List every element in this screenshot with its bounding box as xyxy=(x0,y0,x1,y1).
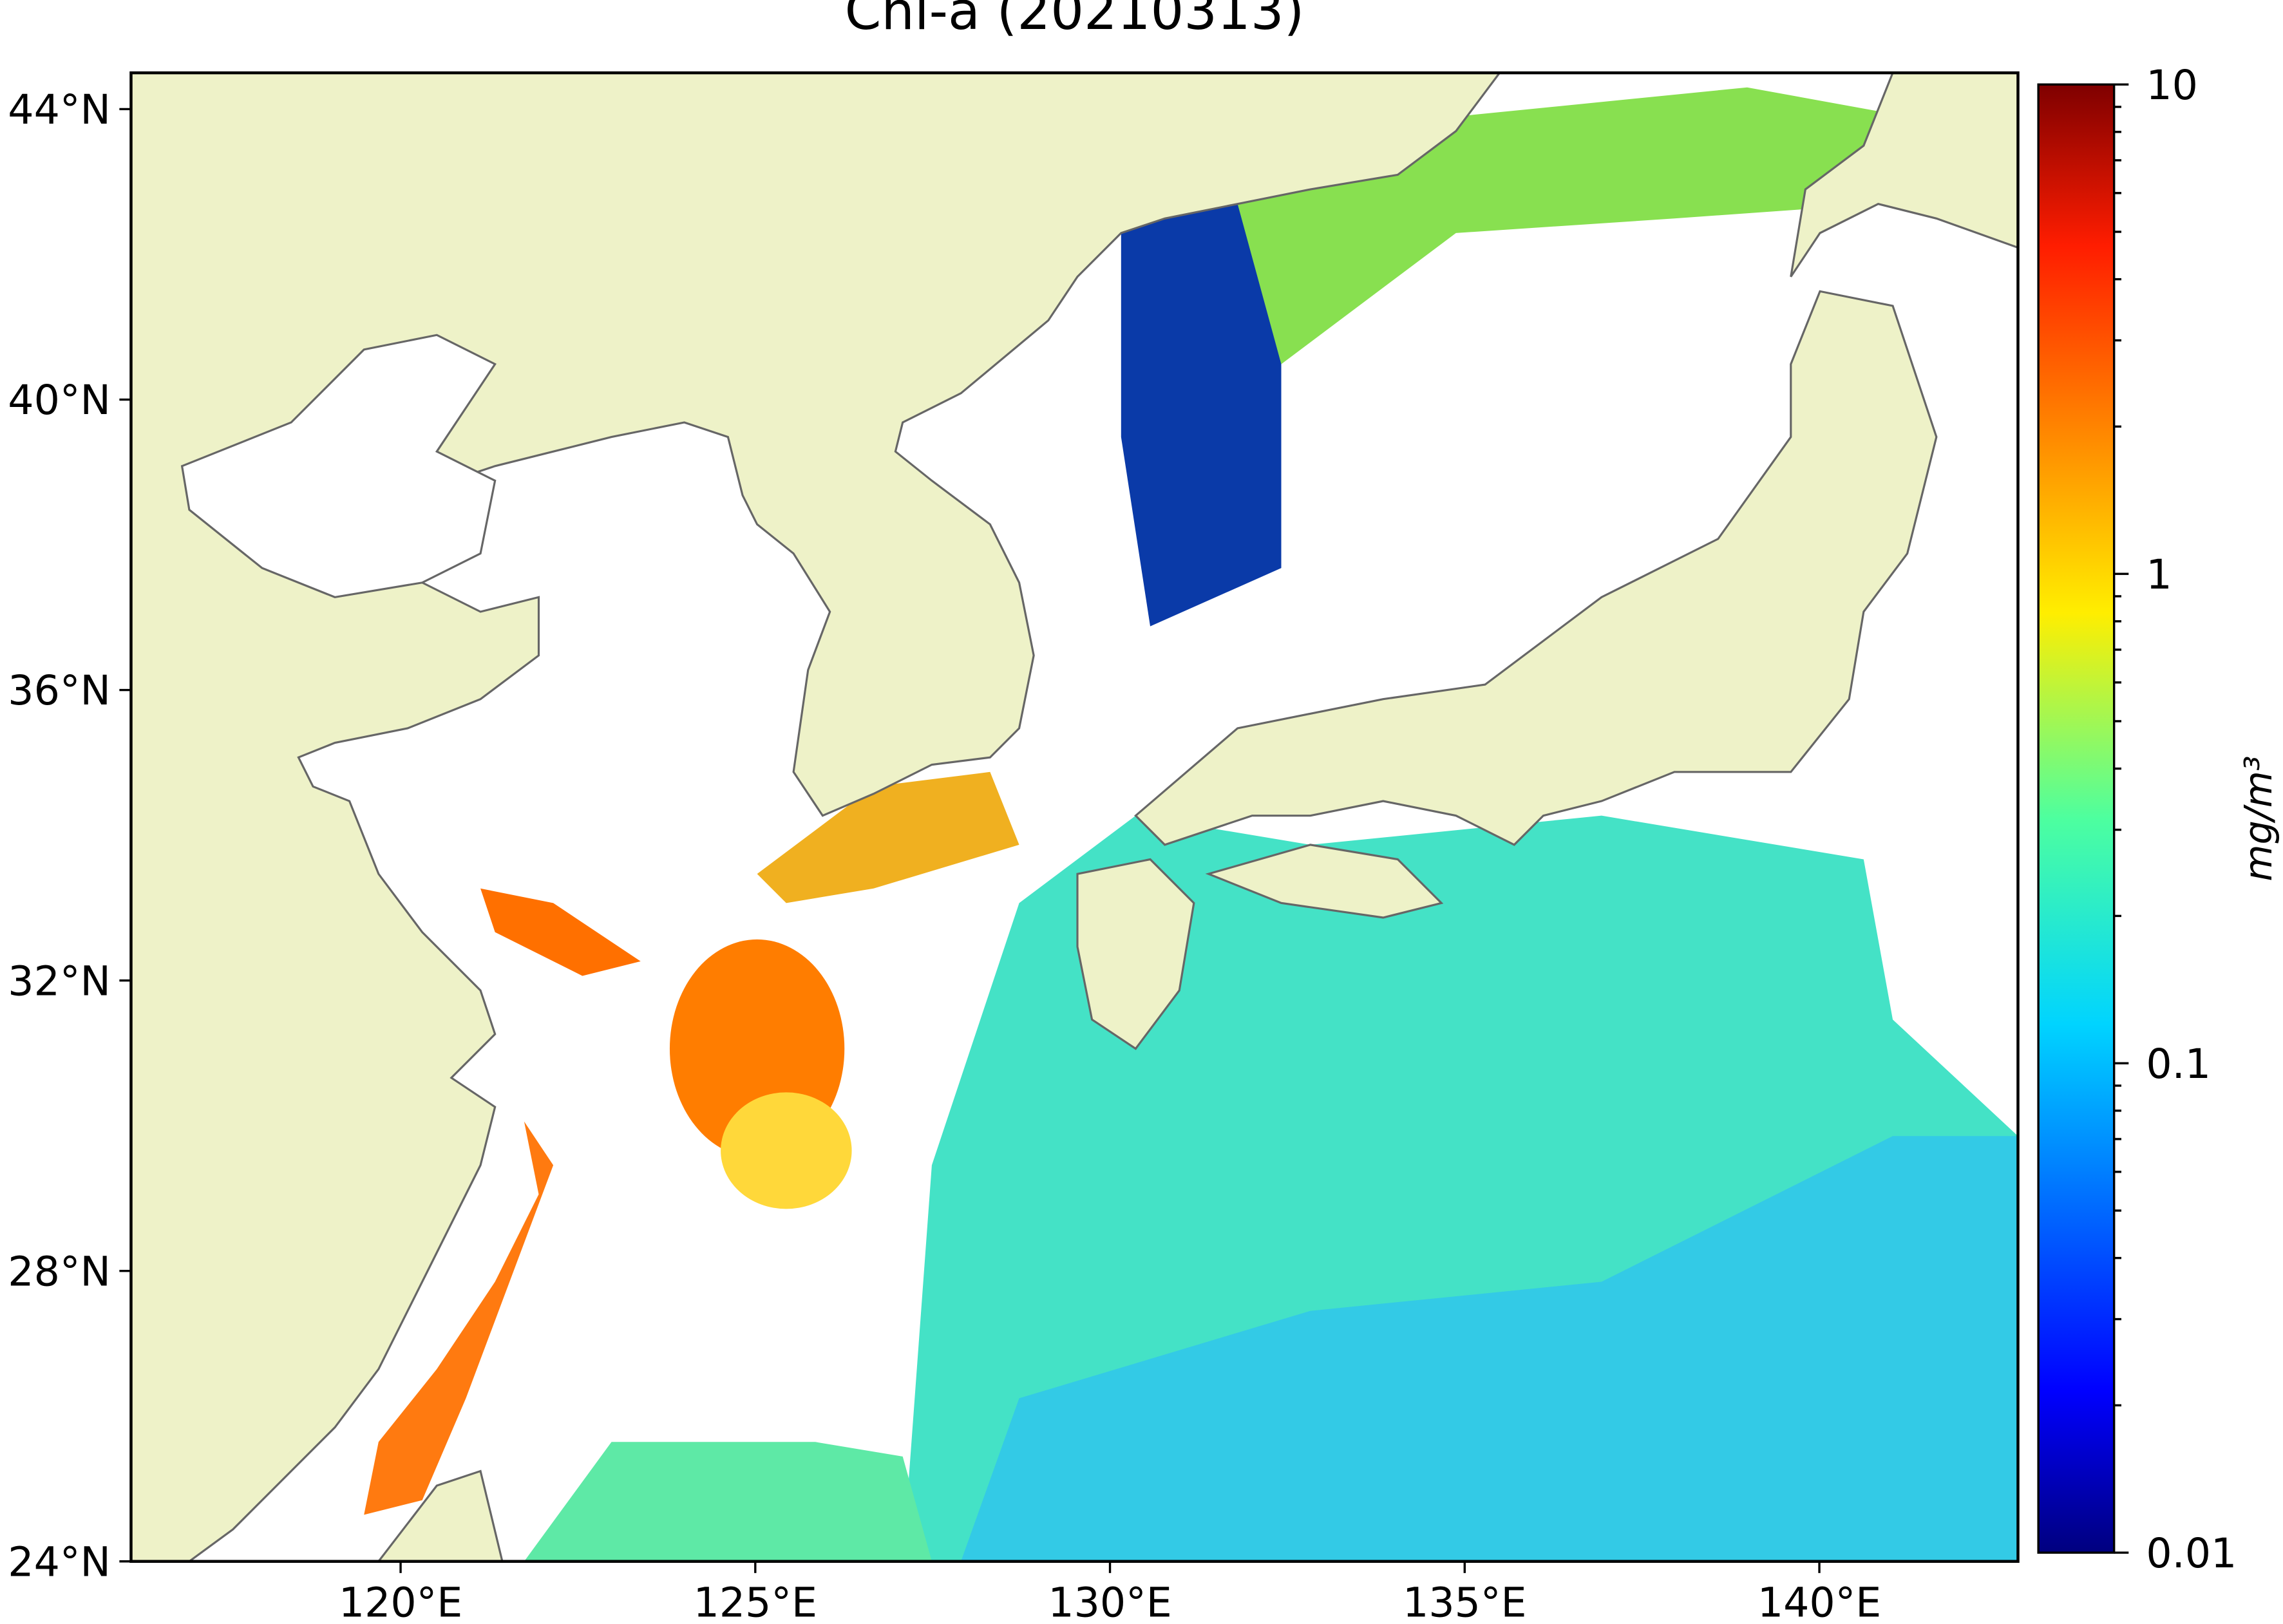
x-tick-label: 130°E xyxy=(1048,1579,1171,1624)
y-tick-label: 44°N xyxy=(8,86,111,133)
y-tick-label: 24°N xyxy=(8,1538,111,1585)
chl-field xyxy=(524,1442,932,1562)
colorbar-tick-label: 1 xyxy=(2146,551,2172,598)
land xyxy=(1790,73,2018,278)
chl-field xyxy=(757,771,1019,903)
chl-field xyxy=(480,888,641,976)
colorbar-label: mg/m³ xyxy=(2236,756,2280,882)
land xyxy=(1205,844,1444,919)
x-tick-label: 135°E xyxy=(1403,1579,1526,1624)
y-tick-label: 40°N xyxy=(8,376,111,424)
colorbar-tick-label: 0.1 xyxy=(2146,1040,2211,1088)
colorbar xyxy=(2037,83,2116,1554)
land xyxy=(1076,858,1195,1050)
chl-field xyxy=(364,1121,554,1515)
y-tick-label: 32°N xyxy=(8,957,111,1005)
map-body xyxy=(131,73,2018,1562)
land xyxy=(131,73,1501,1562)
x-tick-label: 120°E xyxy=(339,1579,462,1624)
colorbar-tick-label: 0.01 xyxy=(2146,1529,2237,1577)
title: Chl-a (20210313) xyxy=(845,0,1305,42)
map-frame xyxy=(129,71,2020,1563)
x-tick-label: 125°E xyxy=(694,1579,817,1624)
bohai-sea xyxy=(180,334,497,599)
land xyxy=(377,1469,504,1562)
x-tick-label: 140°E xyxy=(1757,1579,1881,1624)
y-tick-label: 36°N xyxy=(8,666,111,714)
colorbar-tick-label: 10 xyxy=(2146,61,2198,109)
chl-field xyxy=(1121,189,1282,627)
chl-field xyxy=(721,1092,852,1209)
plot-area: Chl-a (20210313) mg/m³ 120°E 125°E 130°E 13… xyxy=(8,0,2280,1624)
chl-field xyxy=(961,1136,2018,1562)
y-tick-label: 28°N xyxy=(8,1247,111,1295)
land xyxy=(1134,290,1938,846)
